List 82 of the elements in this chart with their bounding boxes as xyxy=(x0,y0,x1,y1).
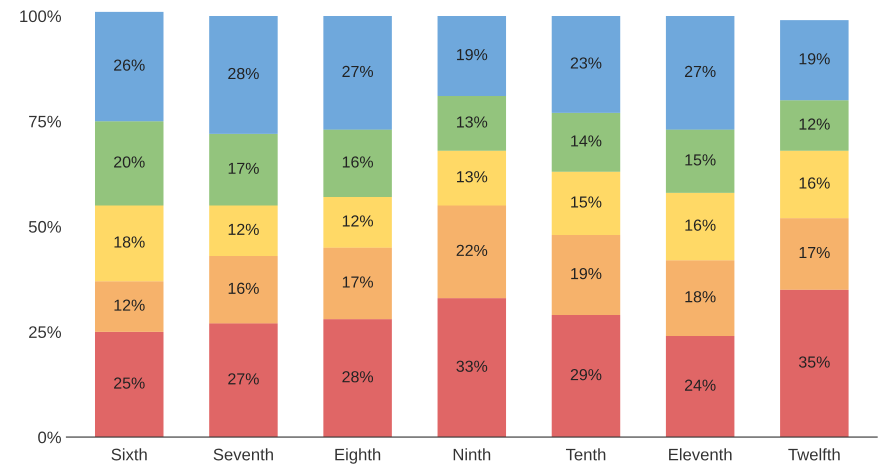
bar xyxy=(94,281,164,332)
bar xyxy=(666,16,734,130)
bar xyxy=(94,121,164,206)
data-label: 16% xyxy=(800,177,830,189)
bar xyxy=(209,16,278,134)
y-tick-label: 75% xyxy=(29,116,61,128)
x-tick-label: Sixth xyxy=(111,448,147,460)
data-label: 12% xyxy=(114,300,145,311)
data-label: 19% xyxy=(800,53,830,64)
y-tick-label: 100% xyxy=(20,10,61,22)
data-label: 13% xyxy=(457,171,488,182)
data-label: 16% xyxy=(228,282,259,294)
x-tick-label: Eighth xyxy=(335,448,380,464)
bar xyxy=(666,260,734,336)
data-label: 12% xyxy=(228,224,259,235)
bar xyxy=(438,150,506,206)
data-label: 27% xyxy=(228,373,259,384)
bar xyxy=(323,248,392,320)
bar xyxy=(438,96,506,151)
data-label: 24% xyxy=(684,380,716,391)
bar xyxy=(94,332,164,438)
bar xyxy=(552,234,620,315)
data-label: 22% xyxy=(456,244,488,256)
data-label: 23% xyxy=(570,57,602,69)
bar xyxy=(323,197,392,248)
bar xyxy=(666,130,734,193)
data-label: 13% xyxy=(457,116,488,128)
data-label: 18% xyxy=(685,291,716,302)
y-tick-label: 50% xyxy=(28,220,61,233)
bar xyxy=(209,323,278,438)
data-label: 19% xyxy=(457,48,488,60)
data-label: 15% xyxy=(571,196,602,208)
bar xyxy=(209,205,278,256)
data-label: 19% xyxy=(571,268,602,280)
bar xyxy=(438,298,506,438)
data-label: 17% xyxy=(342,276,374,288)
bar xyxy=(438,205,506,298)
bar xyxy=(209,134,278,206)
bar xyxy=(552,16,620,113)
bar xyxy=(323,16,392,130)
data-label: 33% xyxy=(456,360,488,372)
data-label: 29% xyxy=(570,369,602,380)
data-label: 20% xyxy=(114,156,145,168)
x-tick-label: Tenth xyxy=(566,448,606,460)
bar xyxy=(666,192,734,260)
bar xyxy=(94,205,164,282)
data-label: 35% xyxy=(798,356,830,368)
x-tick-label: Twelfth xyxy=(788,448,840,460)
x-tick-label: Ninth xyxy=(454,448,490,460)
bar xyxy=(780,100,849,151)
data-label: 18% xyxy=(114,236,145,248)
data-label: 17% xyxy=(800,246,830,258)
data-label: 26% xyxy=(114,59,145,71)
x-tick-label: Seventh xyxy=(214,448,273,460)
bar xyxy=(780,218,849,290)
bar xyxy=(209,256,278,324)
bar xyxy=(552,112,620,172)
bar xyxy=(552,172,620,235)
bar xyxy=(552,314,620,438)
data-label: 17% xyxy=(228,162,259,174)
data-label: 25% xyxy=(114,377,145,389)
data-label: 12% xyxy=(800,118,830,130)
data-label: 28% xyxy=(228,68,259,80)
data-label: 16% xyxy=(342,156,374,168)
bar xyxy=(780,290,849,438)
bar xyxy=(94,12,164,122)
bar xyxy=(438,16,506,96)
data-label: 15% xyxy=(685,154,716,166)
bar xyxy=(323,319,392,438)
bar xyxy=(323,130,392,198)
bar xyxy=(780,20,849,100)
data-label: 27% xyxy=(342,66,374,78)
bar xyxy=(666,336,734,438)
y-tick-label: 25% xyxy=(29,326,61,338)
x-tick-label: Eleventh xyxy=(669,448,732,460)
data-label: 14% xyxy=(571,135,602,147)
data-label: 28% xyxy=(342,371,374,382)
bar xyxy=(780,150,849,218)
y-tick-label: 0% xyxy=(38,432,61,444)
data-label: 16% xyxy=(685,220,716,231)
data-label: 12% xyxy=(342,215,374,227)
data-label: 27% xyxy=(684,66,716,78)
